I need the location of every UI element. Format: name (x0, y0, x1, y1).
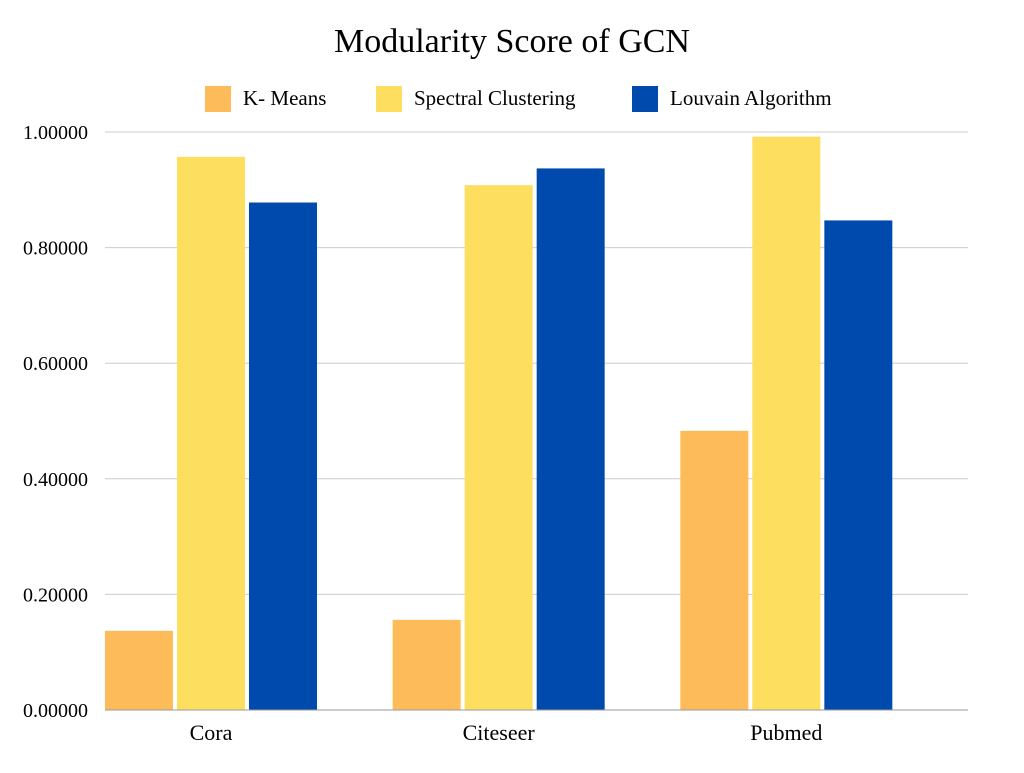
bar (464, 185, 533, 710)
legend: K- Means Spectral Clustering Louvain Algor… (205, 86, 832, 112)
y-axis-tick-labels: 0.00000 0.20000 0.40000 0.60000 0.80000 1.000… (23, 122, 88, 722)
y-tick-label: 0.00000 (23, 700, 88, 722)
y-tick-label: 0.60000 (23, 353, 88, 375)
legend-swatch (632, 86, 658, 112)
bar (536, 168, 605, 710)
x-tick-label: Citeseer (463, 720, 536, 745)
legend-swatch (376, 86, 402, 112)
legend-label: Spectral Clustering (414, 86, 576, 110)
y-tick-label: 0.20000 (23, 584, 88, 606)
bar (249, 202, 317, 711)
legend-label: K- Means (243, 86, 326, 110)
bar (392, 619, 461, 710)
bars (105, 136, 893, 711)
x-axis-tick-labels: Cora Citeseer Pubmed (190, 720, 823, 745)
y-tick-label: 0.40000 (23, 469, 88, 491)
bar (752, 136, 821, 710)
bar (680, 430, 749, 710)
bar (105, 630, 173, 710)
legend-swatch (205, 86, 231, 112)
y-tick-label: 1.00000 (23, 122, 88, 144)
bar (824, 220, 893, 710)
bar (177, 156, 245, 710)
legend-label: Louvain Algorithm (670, 86, 832, 110)
gridlines (105, 131, 968, 595)
chart-title: Modularity Score of GCN (334, 23, 690, 60)
x-tick-label: Pubmed (750, 720, 822, 745)
y-tick-label: 0.80000 (23, 238, 88, 260)
x-tick-label: Cora (190, 720, 233, 745)
